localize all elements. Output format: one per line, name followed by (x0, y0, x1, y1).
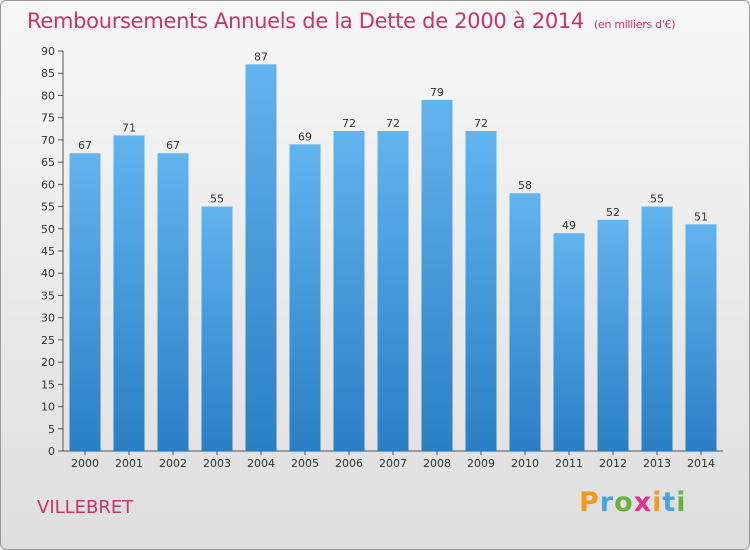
proxiti-logo-letter: t (662, 487, 677, 518)
bar (69, 153, 101, 451)
bar (201, 206, 233, 451)
bar (641, 206, 673, 451)
proxiti-logo-letter: i (676, 487, 687, 518)
y-tick-label: 30 (41, 312, 55, 325)
x-tick-label: 2011 (555, 457, 583, 470)
x-tick-label: 2009 (467, 457, 495, 470)
bar-value-label: 71 (122, 121, 136, 134)
proxiti-logo-letter: i (652, 487, 663, 518)
x-tick-label: 2005 (291, 457, 319, 470)
bar-value-label: 87 (254, 50, 268, 63)
y-tick-label: 5 (48, 423, 55, 436)
y-tick-label: 10 (41, 401, 55, 414)
bar-value-label: 72 (342, 117, 356, 130)
bar-value-label: 69 (298, 130, 312, 143)
y-tick-label: 20 (41, 356, 55, 369)
proxiti-logo-letter: r (599, 487, 615, 518)
x-tick-label: 2007 (379, 457, 407, 470)
bar (245, 64, 277, 452)
bar (421, 99, 453, 451)
y-tick-label: 50 (41, 223, 55, 236)
y-tick-label: 15 (41, 378, 55, 391)
bar-value-label: 49 (562, 219, 576, 232)
proxiti-logo-letter: x (633, 487, 653, 518)
y-tick-label: 45 (41, 245, 55, 258)
bar (509, 193, 541, 451)
x-tick-label: 2014 (687, 457, 715, 470)
commune-name: VILLEBRET (37, 497, 134, 518)
y-tick-label: 90 (41, 45, 55, 58)
y-tick-label: 35 (41, 289, 55, 302)
bar-value-label: 52 (606, 206, 620, 219)
x-tick-label: 2008 (423, 457, 451, 470)
bar-value-label: 72 (386, 117, 400, 130)
y-tick-label: 25 (41, 334, 55, 347)
x-tick-label: 2003 (203, 457, 231, 470)
bar (157, 153, 189, 451)
y-tick-label: 0 (48, 445, 55, 458)
y-tick-label: 65 (41, 156, 55, 169)
chart-title-text: Remboursements Annuels de la Dette de 20… (27, 9, 584, 33)
bar (553, 233, 585, 451)
y-tick-label: 55 (41, 201, 55, 214)
bar-value-label: 79 (430, 86, 444, 99)
bar-value-label: 72 (474, 117, 488, 130)
y-tick-label: 70 (41, 134, 55, 147)
x-tick-label: 2013 (643, 457, 671, 470)
bar (377, 131, 409, 451)
chart-title: Remboursements Annuels de la Dette de 20… (27, 9, 675, 33)
proxiti-logo-letter: P (579, 487, 600, 518)
proxiti-logo: Proxiti (579, 487, 687, 518)
chart-unit: (en milliers d'€) (594, 18, 676, 31)
y-tick-label: 80 (41, 89, 55, 102)
bar-value-label: 55 (650, 193, 664, 206)
bar (597, 219, 629, 451)
x-tick-label: 2001 (115, 457, 143, 470)
y-tick-label: 60 (41, 178, 55, 191)
x-tick-label: 2002 (159, 457, 187, 470)
bar-value-label: 55 (210, 193, 224, 206)
x-tick-label: 2010 (511, 457, 539, 470)
x-tick-label: 2004 (247, 457, 275, 470)
bar (465, 131, 497, 451)
y-tick-label: 40 (41, 267, 55, 280)
proxiti-logo-letter: o (614, 487, 634, 518)
bar (113, 135, 145, 451)
bar-value-label: 67 (166, 139, 180, 152)
y-tick-label: 75 (41, 112, 55, 125)
bar-value-label: 58 (518, 179, 532, 192)
x-tick-label: 2012 (599, 457, 627, 470)
bar (289, 144, 321, 452)
bar-value-label: 51 (694, 210, 708, 223)
bar (333, 131, 365, 451)
bar-value-label: 67 (78, 139, 92, 152)
y-tick-label: 85 (41, 67, 55, 80)
x-tick-label: 2000 (71, 457, 99, 470)
bar (685, 224, 717, 451)
x-tick-label: 2006 (335, 457, 363, 470)
